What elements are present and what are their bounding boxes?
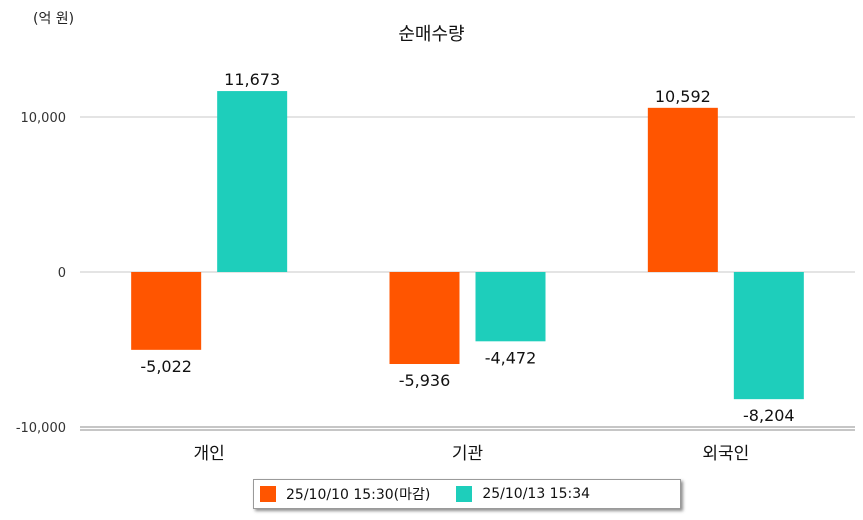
legend-item-series-1[interactable]: 25/10/10 15:30(마감) [260,484,430,504]
legend: 25/10/10 15:30(마감) 25/10/13 15:34 [253,479,681,509]
x-tick-label: 기관 [452,444,483,464]
chart-title: 순매수량 [398,24,465,45]
data-label: 10,592 [655,87,711,106]
legend-item-series-2[interactable]: 25/10/13 15:34 [456,486,590,502]
bar [475,272,546,342]
x-tick-label: 외국인 [702,444,749,464]
data-label: -5,936 [399,371,451,390]
legend-label-series-2: 25/10/13 15:34 [482,486,591,502]
data-label: -8,204 [743,406,795,425]
bar [217,91,288,272]
legend-label-series-1: 25/10/10 15:30(마감) [286,487,431,503]
bar [131,272,202,350]
data-label: -4,472 [485,348,537,367]
y-unit-label: (억 원) [33,11,75,27]
bar [389,272,460,365]
y-tick-label: 0 [58,266,66,281]
y-tick-label: -10,000 [16,421,66,436]
legend-swatch-series-1 [260,486,276,502]
x-tick-label: 개인 [194,444,225,464]
plot-area: 10,000 0 -10,000 -5,022 11,673 개인 -5,936 -4,472… [16,70,855,464]
data-label: 11,673 [224,70,280,89]
data-label: -5,022 [140,357,192,376]
bar [647,107,718,272]
legend-swatch-series-2 [456,486,473,502]
bar [733,272,804,400]
y-tick-label: 10,000 [21,111,67,126]
